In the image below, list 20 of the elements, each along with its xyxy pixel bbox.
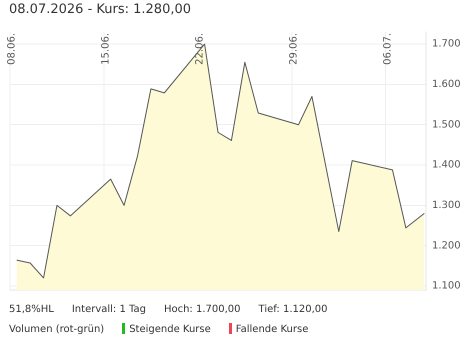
chart-title: 08.07.2026 - Kurs: 1.280,00 [9,2,192,17]
y-tick-label: 1.500 [432,119,461,130]
text: Volumen (rot-grün) [9,324,104,335]
x-tick-label: 29.06. [288,33,300,65]
text: Tief: 1.120,00 [258,304,328,315]
text: 51,8%HL [9,304,54,315]
y-tick-label: 1.100 [432,280,461,292]
y-tick-label: 1.600 [432,79,461,90]
text: Intervall: 1 Tag [72,304,146,315]
y-tick-label: 1.400 [432,160,461,171]
text: Steigende Kurse [129,324,211,335]
y-tick-label: 1.300 [432,200,461,211]
x-tick-label: 08.06. [6,33,18,65]
x-tick-label: 06.07. [382,33,394,65]
x-tick-label: 15.06. [100,33,112,65]
y-tick-label: 1.700 [432,38,461,50]
text: Hoch: 1.700,00 [164,304,241,315]
y-tick-label: 1.200 [432,240,461,252]
text: Fallende Kurse [236,324,308,335]
x-tick-label: 22.06. [194,33,206,65]
